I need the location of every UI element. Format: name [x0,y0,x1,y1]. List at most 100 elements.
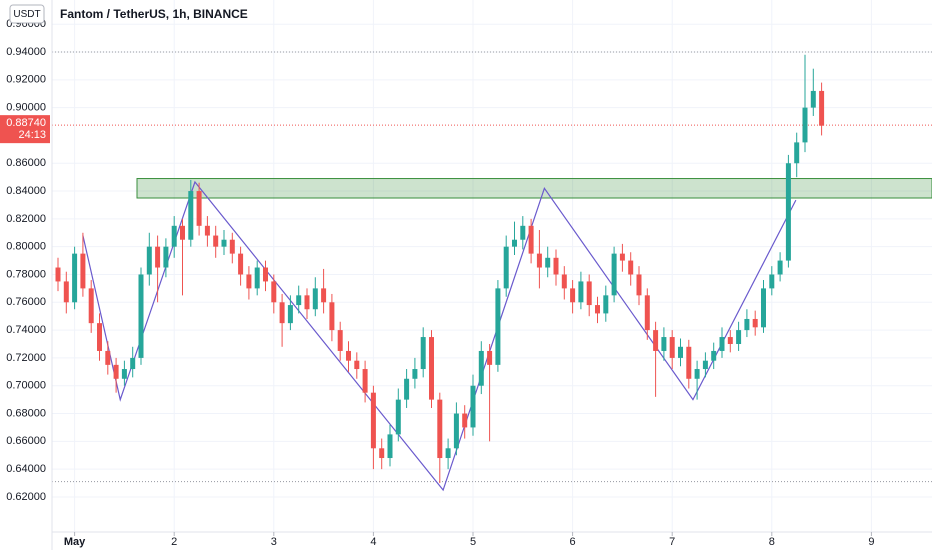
candle-body [669,337,675,358]
candle-body [387,434,393,459]
candle-body [586,281,592,306]
candle-body [628,260,634,275]
y-tick-label: 0.66000 [6,435,46,447]
candle-body [196,191,202,226]
candle-body [188,191,194,240]
y-tick-label: 0.84000 [6,185,46,197]
candle-body [445,448,451,459]
y-tick-label: 0.74000 [6,324,46,336]
candle-body [520,225,526,240]
candle-body [802,107,808,143]
candle-body [545,257,551,268]
candle-body [312,288,318,310]
candles [55,54,825,484]
overlay [52,51,932,492]
currency-box [9,4,45,24]
candle-body [296,295,302,306]
x-tick-label: May [64,536,86,548]
candle-body [437,399,443,459]
candle-body [287,305,293,324]
candle-body [636,274,642,296]
candle-body [279,302,285,324]
candle-body [105,350,111,365]
candle-body [686,346,692,379]
y-tick-label: 0.92000 [6,74,46,86]
y-tick-label: 0.72000 [6,352,46,364]
candle-body [761,288,766,328]
y-tick-label: 0.90000 [6,102,46,114]
candle-body [619,253,625,261]
candle-body [412,369,418,379]
y-tick-label: 0.76000 [6,296,46,308]
candle-body [337,330,343,351]
candle-body [487,350,493,365]
candle-body [171,225,177,247]
candle-body [204,225,210,236]
candle-body [561,274,567,289]
candle-body [603,295,609,314]
candle-body [346,350,351,361]
candle-body [80,253,86,289]
candle-body [595,305,600,314]
last-price-label: 0.88740 [6,117,46,129]
candle-body [229,239,235,254]
candle-body [744,318,750,331]
x-tick-label: 4 [370,536,376,548]
candle-body [362,369,368,393]
candle-body [711,350,717,361]
y-tick-label: 0.82000 [6,213,46,225]
y-tick-label: 0.80000 [6,241,46,253]
candle-body [611,253,617,296]
candle-body [536,253,542,268]
zigzag [82,180,797,492]
candle-body [221,239,227,247]
candle-body [113,364,119,379]
candle-body [254,267,260,289]
candle-body [395,399,401,435]
candle-body [379,448,385,459]
candle-body [553,257,559,275]
y-tick-label: 0.68000 [6,407,46,419]
candle-body [495,288,501,365]
candle-body [470,385,476,428]
candle-body [404,378,410,400]
candle-body [155,246,161,268]
candle-body [146,246,152,275]
candle-body [702,360,708,370]
currency-label: USDT [13,9,40,20]
x-tick-label: 6 [570,536,576,548]
candle-body [752,318,758,328]
candle-body [736,330,742,345]
grid [52,0,932,532]
candle-body [462,413,468,428]
candle-body [810,90,816,108]
candle-body [263,267,268,282]
candle-body [213,235,219,247]
y-tick-label: 0.62000 [6,491,46,503]
y-tick-label: 0.94000 [6,46,46,58]
y-tick-label: 0.64000 [6,463,46,475]
y-tick-label: 0.70000 [6,380,46,392]
x-tick-label: 9 [868,536,874,548]
candle-body [453,413,459,449]
candle-body [727,337,733,345]
candle-body [370,392,376,449]
candle-body [478,350,484,386]
candle-body [55,267,61,282]
x-tick-label: 5 [470,536,476,548]
candle-body [271,281,277,303]
candle-body [644,295,650,331]
price-scale [0,0,52,532]
candle-body [63,281,69,303]
candle-body [578,281,584,303]
countdown: 24:13 [18,129,46,141]
x-tick-label: 8 [769,536,775,548]
chart-title: Fantom / TetherUS, 1h, BINANCE [60,7,248,21]
candle-body [570,288,576,303]
candle-body [785,163,791,261]
candle-body [180,225,185,240]
candle-body [420,337,426,370]
candle-body [130,357,136,370]
candle-body [528,225,534,254]
